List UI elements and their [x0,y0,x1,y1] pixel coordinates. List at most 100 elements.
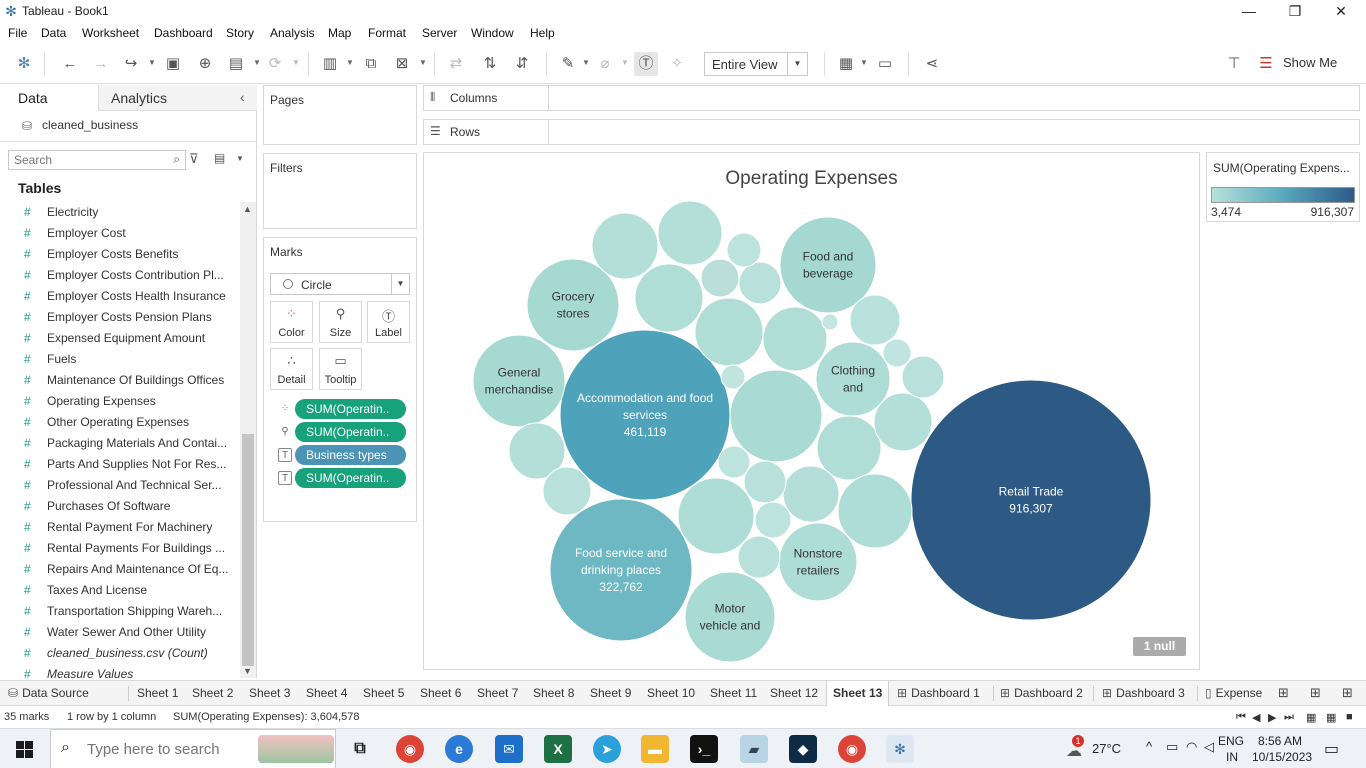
color-legend[interactable]: SUM(Operating Expens... 3,474 916,307 [1206,152,1360,222]
format-painter-icon[interactable]: ⊤ [1227,55,1241,72]
tab-data-source[interactable]: ⛁ Data Source [8,681,89,706]
bubble-clothing-and[interactable] [815,341,891,417]
swap-icon[interactable]: ⇄ [449,55,463,72]
bubble[interactable] [677,477,755,555]
field-taxes-license[interactable]: # Taxes And License [0,580,240,601]
new-worksheet-icon[interactable]: ⊞ [1278,685,1289,700]
label-button[interactable]: Ⓣ Label [367,301,410,343]
search-input[interactable] [9,151,169,169]
menu-window[interactable]: Window [471,26,514,40]
filters-card[interactable]: Filters [263,153,417,229]
bubble[interactable] [717,445,751,479]
tab-sheet-3[interactable]: Sheet 3 [249,686,291,700]
tab-sheet-1[interactable]: Sheet 1 [137,686,179,700]
tabs-view-icon[interactable]: ■ [1346,711,1353,723]
bubble[interactable] [657,200,723,266]
pause-updates-icon[interactable]: ▤ [228,55,244,72]
fit-view-select[interactable]: Entire View ▼ [704,52,808,76]
bubble-food-service-and-drinking-places[interactable] [549,498,693,642]
replay-icon[interactable]: ↪ [124,55,138,72]
fix-axes-icon[interactable]: ✧ [670,55,684,72]
collapse-pane-icon[interactable]: ‹ [240,89,245,105]
field-employer-costs-pension[interactable]: # Employer Costs Pension Plans [0,307,240,328]
bubble[interactable] [634,263,704,333]
terminal-icon[interactable]: ›_ [690,735,718,763]
minimize-button[interactable]: — [1242,3,1256,19]
filter-icon[interactable]: ⊽ [189,151,199,166]
bubble[interactable] [901,355,945,399]
size-pill[interactable]: SUM(Operatin.. [295,422,406,442]
tab-sheet-11[interactable]: Sheet 11 [710,686,758,700]
show-me-button[interactable]: Show Me [1283,55,1338,70]
menu-help[interactable]: Help [530,26,555,40]
menu-analysis[interactable]: Analysis [270,26,315,40]
bubble[interactable] [591,212,659,280]
tab-sheet-12[interactable]: Sheet 12 [770,686,819,700]
bubble[interactable] [743,460,787,504]
clock-date[interactable]: 10/15/2023 [1252,750,1313,764]
bubble-food-and-beverage[interactable] [779,216,877,314]
bubble-retail-trade[interactable] [910,379,1152,621]
bubble[interactable] [729,369,823,463]
tooltip-button[interactable]: ▭ Tooltip [319,348,362,390]
tableau-home-icon[interactable]: ✻ [17,55,31,72]
field-expensed-equipment[interactable]: # Expensed Equipment Amount [0,328,240,349]
bubble[interactable] [882,338,912,368]
field-measure-values[interactable]: # Measure Values [0,664,240,678]
sort-descending-icon[interactable]: ⇵ [515,55,529,72]
show-labels-icon[interactable]: Ⓣ [634,52,658,76]
new-datasource-icon[interactable]: ⊕ [198,55,212,72]
rows-shelf[interactable]: ☰ Rows [423,119,1360,145]
tab-data[interactable]: Data [0,85,98,111]
menu-map[interactable]: Map [328,26,352,40]
datasource-row[interactable]: ⛁ cleaned_business [0,112,257,142]
prev-sheet-icon[interactable]: ◀ [1252,712,1261,724]
grid-view-icon[interactable]: ▦ [1326,712,1337,724]
menu-server[interactable]: Server [422,26,458,40]
field-parts-supplies[interactable]: # Parts And Supplies Not For Res... [0,454,240,475]
menu-dashboard[interactable]: Dashboard [154,26,213,40]
bubble-general-merchandise[interactable] [472,334,566,428]
bubble[interactable] [542,466,592,516]
tab-sheet-6[interactable]: Sheet 6 [420,686,462,700]
field-employer-costs-health[interactable]: # Employer Costs Health Insurance [0,286,240,307]
bubble-nonstore-retailers[interactable] [778,522,858,602]
columns-drop-area[interactable] [548,86,1359,110]
tab-analytics[interactable]: Analytics [98,85,257,111]
field-list-scrollbar[interactable]: ▲ ▼ [240,202,256,678]
menu-data[interactable]: Data [41,26,67,40]
show-me-icon[interactable]: ☰ [1259,55,1273,72]
pages-card[interactable]: Pages [263,85,417,145]
field-employer-costs-benefits[interactable]: # Employer Costs Benefits [0,244,240,265]
size-button[interactable]: ⚲ Size [319,301,362,343]
field-count[interactable]: # cleaned_business.csv (Count) [0,643,240,664]
telegram-icon[interactable]: ➤ [593,735,621,763]
field-maintenance-buildings[interactable]: # Maintenance Of Buildings Offices [0,370,240,391]
undo-icon[interactable]: ← [62,55,78,72]
menu-format[interactable]: Format [368,26,407,40]
show-cards-icon[interactable]: ▦ [838,55,854,72]
scroll-up-icon[interactable]: ▲ [243,204,252,214]
filmstrip-view-icon[interactable]: ▦ [1306,712,1317,724]
null-indicator[interactable]: 1 null [1133,637,1186,656]
menu-file[interactable]: File [8,26,28,40]
field-purchases-software[interactable]: # Purchases Of Software [0,496,240,517]
language-primary[interactable]: ENG [1218,734,1245,748]
color-pill[interactable]: SUM(Operatin.. [295,399,406,419]
first-sheet-icon[interactable]: ⏮ [1236,711,1246,723]
wifi-icon[interactable]: ◠ [1186,739,1198,754]
tab-story-expense[interactable]: ▯ Expense [1205,681,1262,706]
share-icon[interactable]: ⋖ [925,55,939,72]
temperature[interactable]: 27°C [1092,741,1122,756]
file-explorer-icon[interactable]: ▬ [641,735,669,763]
last-sheet-icon[interactable]: ⏭ [1284,711,1294,723]
field-other-operating-expenses[interactable]: # Other Operating Expenses [0,412,240,433]
tableau-taskbar-icon[interactable]: ✻ [886,735,914,763]
volume-icon[interactable]: ◁ [1204,739,1214,754]
scrollbar-thumb[interactable] [242,434,254,666]
field-water-sewer[interactable]: # Water Sewer And Other Utility [0,622,240,643]
view-options-icon[interactable]: ▤ [214,151,226,165]
view-area[interactable]: Operating Expenses Retail Trade 916,307 Ac… [423,152,1200,670]
edge-icon[interactable]: e [445,735,473,763]
field-fuels[interactable]: # Fuels [0,349,240,370]
